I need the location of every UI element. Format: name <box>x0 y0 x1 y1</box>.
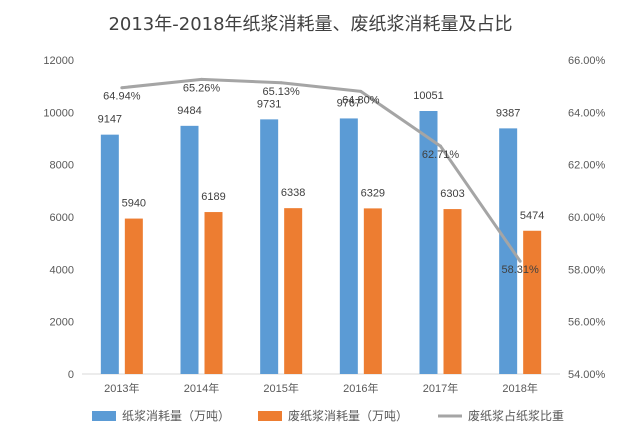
y2-axis-tick-label: 54.00% <box>568 369 606 381</box>
bar-value-label: 9484 <box>177 105 201 117</box>
bar-value-label: 6189 <box>201 191 225 203</box>
line-value-label: 58.31% <box>502 264 540 276</box>
bar <box>499 128 518 374</box>
bar <box>284 208 303 374</box>
legend-label: 废纸浆占纸浆比重 <box>468 408 564 423</box>
x-axis-tick-label: 2018年 <box>502 381 537 395</box>
y-axis-tick-label: 4000 <box>50 264 74 276</box>
x-axis-tick-label: 2017年 <box>423 381 458 395</box>
bar <box>363 208 382 374</box>
legend-label: 废纸浆消耗量（万吨） <box>288 408 408 423</box>
y-axis-tick-label: 0 <box>68 369 74 381</box>
bar <box>180 125 199 375</box>
x-axis-tick-label: 2015年 <box>263 381 298 395</box>
bar-value-label: 6329 <box>361 187 385 199</box>
bar <box>260 119 279 375</box>
line-value-label: 65.26% <box>183 82 221 94</box>
legend-label: 纸浆消耗量（万吨） <box>122 408 230 423</box>
bar <box>100 134 119 374</box>
y2-axis-tick-label: 62.00% <box>568 160 606 172</box>
y-axis-tick-label: 8000 <box>50 160 74 172</box>
x-axis-tick-label: 2016年 <box>343 381 378 395</box>
legend-swatch <box>258 411 282 421</box>
y2-axis-tick-label: 60.00% <box>568 212 606 224</box>
bar-value-label: 9731 <box>257 98 281 110</box>
line-value-label: 64.94% <box>103 91 141 103</box>
y2-axis-tick-label: 56.00% <box>568 317 606 329</box>
bar <box>443 209 462 374</box>
bar <box>124 218 143 374</box>
y-axis-tick-label: 2000 <box>50 317 74 329</box>
y2-axis-tick-label: 64.00% <box>568 107 606 119</box>
bar-value-label: 9147 <box>98 114 122 126</box>
y2-axis-tick-label: 66.00% <box>568 55 606 67</box>
line-point <box>200 77 203 81</box>
line-point <box>279 81 283 85</box>
chart-title: 2013年-2018年纸浆消耗量、废纸浆消耗量及占比 <box>108 14 513 35</box>
line-value-label: 65.13% <box>263 86 301 98</box>
y-axis-tick-label: 12000 <box>43 55 74 67</box>
line-value-label: 64.80% <box>342 94 380 106</box>
bar-value-label: 10051 <box>413 90 444 102</box>
line-series <box>121 77 522 263</box>
bar <box>204 212 223 374</box>
bar <box>419 110 438 374</box>
line-point <box>439 144 442 148</box>
x-axis-tick-label: 2014年 <box>184 381 219 395</box>
legend-swatch <box>92 411 116 421</box>
bar-value-label: 5940 <box>122 198 146 210</box>
line-point <box>359 89 363 93</box>
line-point <box>120 86 124 90</box>
bar <box>339 118 358 374</box>
bar-value-label: 6303 <box>440 188 464 200</box>
line-point <box>518 259 522 263</box>
bar-value-label: 5474 <box>520 210 544 222</box>
bar-value-label: 9387 <box>496 107 520 119</box>
x-axis-tick-label: 2013年 <box>104 381 139 395</box>
y2-axis-tick-label: 58.00% <box>568 264 606 276</box>
y-axis-tick-label: 10000 <box>43 107 74 119</box>
line-value-label: 62.71% <box>422 149 460 161</box>
y-axis-tick-label: 6000 <box>50 212 74 224</box>
bar <box>523 230 542 374</box>
bar-value-label: 9767 <box>337 97 361 109</box>
bar-value-label: 6338 <box>281 187 305 199</box>
